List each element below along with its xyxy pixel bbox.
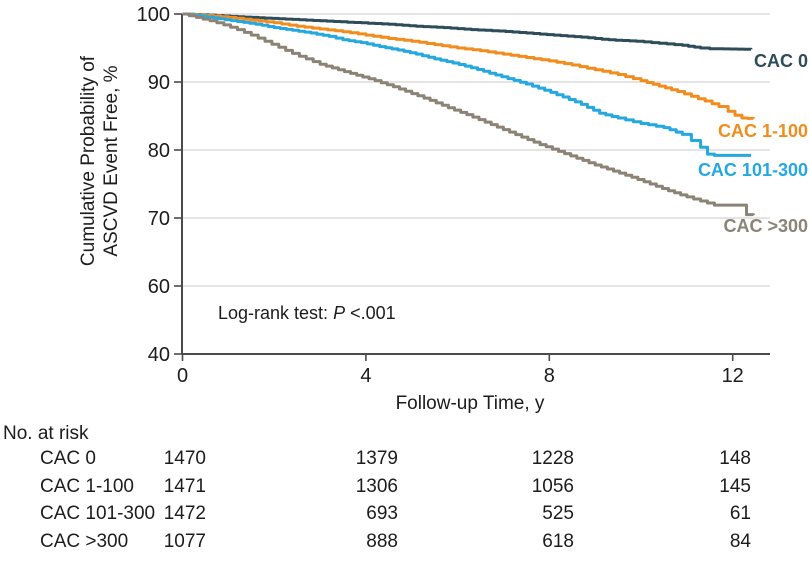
risk-value-t0: 1470 — [163, 448, 206, 469]
km-curve-cac-101-300 — [182, 12, 751, 157]
risk-value-t12: 145 — [719, 475, 751, 497]
risk-table-header: No. at risk — [3, 423, 89, 444]
gridlines — [182, 13, 770, 287]
risk-row-label: CAC 1-100 — [40, 475, 134, 497]
km-chart: 100 90 80 70 60 40 0 4 8 12 CAC 0 CAC 1-100 CAC 101-… — [137, 4, 808, 387]
risk-value-t8: 618 — [542, 530, 574, 552]
km-curve-cac-1-100 — [182, 12, 755, 120]
curve-label-cac-0: CAC 0 — [754, 51, 808, 71]
risk-row-label: CAC 101-300 — [40, 503, 156, 524]
axes: 100 90 80 70 60 40 0 4 8 12 — [137, 4, 770, 387]
risk-row-label: CAC 0 — [40, 448, 96, 469]
log-rank-value: <.001 — [345, 303, 396, 323]
risk-value-t4: 888 — [366, 530, 398, 552]
risk-row-cac-1-100: CAC 1-100 1471 1306 1056 145 — [0, 476, 810, 500]
risk-value-t4: 1379 — [355, 448, 398, 469]
curve-label-cac-101-300: CAC 101-300 — [698, 160, 808, 180]
y-axis-title: Cumulative Probability of ASCVD Event Fr… — [77, 1, 125, 321]
risk-value-t0: 1077 — [163, 530, 206, 552]
km-curves: CAC 0 CAC 1-100 CAC 101-300 CAC >300 — [182, 12, 808, 236]
y-tick-label-80: 80 — [148, 140, 170, 162]
y-tick-label-40: 40 — [148, 344, 170, 366]
log-rank-p-symbol: P — [333, 303, 346, 323]
y-axis-title-line2: ASCVD Event Free, % — [101, 65, 122, 257]
risk-row-cac-300: CAC >300 1077 888 618 84 — [0, 531, 810, 555]
curve-label-cac-1-100: CAC 1-100 — [718, 121, 808, 141]
curve-label-cac-300: CAC >300 — [723, 216, 808, 236]
x-tick-label-8: 8 — [544, 365, 555, 387]
risk-value-t4: 1306 — [355, 475, 398, 497]
risk-value-t0: 1471 — [163, 475, 206, 497]
risk-value-t12: 148 — [719, 448, 751, 469]
y-axis-title-line1: Cumulative Probability of — [78, 55, 99, 267]
risk-value-t4: 693 — [366, 503, 398, 524]
x-tick-label-0: 0 — [177, 365, 188, 387]
risk-value-t0: 1472 — [163, 503, 206, 524]
risk-row-cac-101-300: CAC 101-300 1472 693 525 61 — [0, 503, 810, 527]
y-tick-label-90: 90 — [148, 72, 170, 94]
y-tick-label-70: 70 — [148, 208, 170, 230]
x-axis-title: Follow-up Time, y — [395, 393, 545, 414]
risk-value-t12: 61 — [729, 503, 751, 524]
log-rank-prefix: Log-rank test: — [218, 303, 334, 323]
y-tick-label-100: 100 — [137, 4, 170, 26]
x-tick-label-4: 4 — [360, 365, 371, 387]
risk-value-t8: 1056 — [531, 475, 574, 497]
log-rank-annotation: Log-rank test: P <.001 — [218, 303, 396, 324]
risk-value-t8: 1228 — [531, 448, 574, 469]
risk-value-t8: 525 — [542, 503, 574, 524]
risk-row-cac-0: CAC 0 1470 1379 1228 148 — [0, 448, 810, 472]
km-curve-cac-300 — [182, 12, 755, 217]
y-tick-label-60: 60 — [148, 276, 170, 298]
km-curve-cac-0 — [182, 12, 753, 51]
risk-row-label: CAC >300 — [40, 530, 129, 552]
risk-value-t12: 84 — [729, 530, 751, 552]
x-tick-label-12: 12 — [722, 365, 744, 387]
